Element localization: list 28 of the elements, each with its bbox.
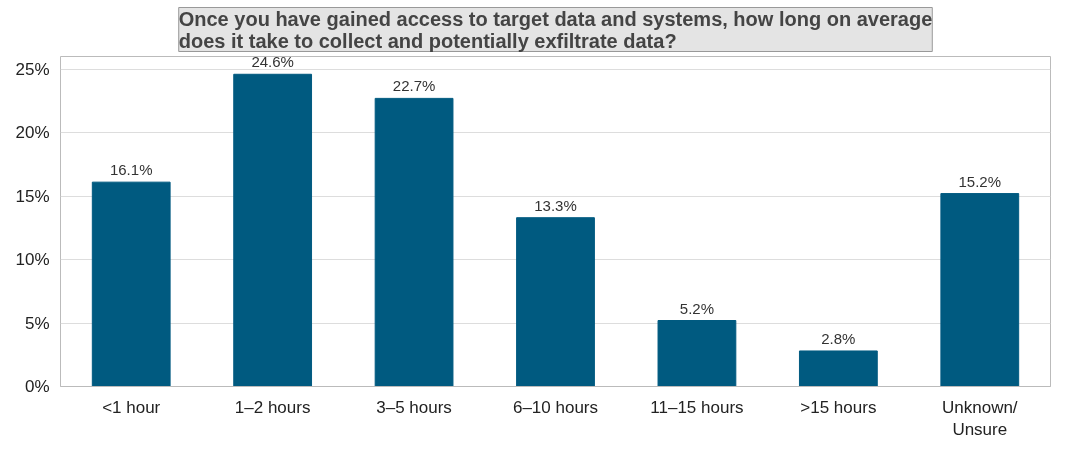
bar (233, 73, 313, 387)
data-label: 16.1% (109, 161, 153, 179)
y-tick-label: 20% (15, 123, 50, 143)
data-label: 5.2% (679, 299, 715, 317)
x-tick-label: <1 hour (102, 397, 161, 417)
x-tick-label: 1–2 hours (234, 397, 311, 417)
x-tick-label: Unknown/ Unsure (941, 397, 1018, 440)
bar (657, 320, 737, 387)
chart-title: Once you have gained access to target data and systems, how long on average does it take to collect and potentially exfiltrate data? (178, 7, 933, 52)
x-tick-label: 6–10 hours (512, 397, 599, 417)
data-label: 22.7% (392, 77, 436, 95)
y-tick-label: 25% (15, 59, 50, 79)
data-label: 13.3% (534, 196, 577, 214)
data-label: 15.2% (958, 172, 1002, 190)
data-label: 2.8% (821, 329, 856, 347)
bar (940, 193, 1020, 387)
y-tick-label: 10% (15, 250, 50, 270)
bar (91, 181, 171, 387)
data-label: 24.6% (251, 53, 294, 71)
y-tick-label: 15% (15, 186, 50, 206)
bar (374, 97, 454, 387)
x-tick-label: 3–5 hours (376, 397, 452, 417)
y-tick-label: 0% (24, 377, 50, 396)
x-tick-label: >15 hours (800, 397, 877, 417)
x-tick-label: 11–15 hours (650, 397, 744, 417)
bar (798, 350, 878, 387)
bar (516, 217, 595, 387)
y-tick-label: 5% (24, 313, 50, 333)
